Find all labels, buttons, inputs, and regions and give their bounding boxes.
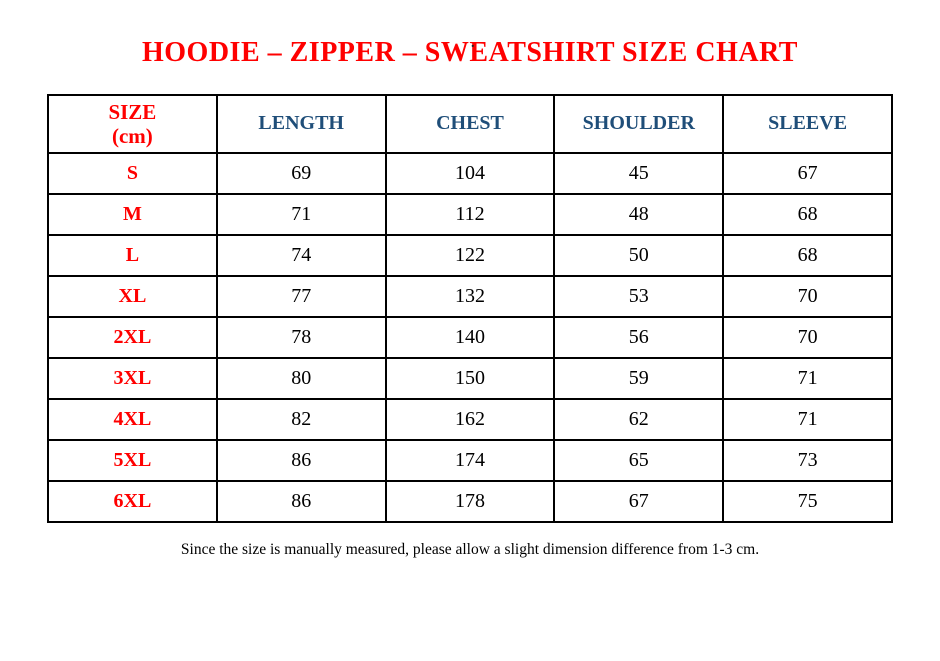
length-value: 86 [215, 479, 387, 523]
sleeve-column-header: SLEEVE [722, 93, 893, 154]
stray-dot-mark: . [471, 36, 475, 51]
sleeve-value: 68 [722, 192, 893, 236]
size-chart-header: SIZE (cm) LENGTH CHEST SHOULDER SLEEVE [47, 93, 893, 154]
table-row-6xl: 6XL 86 178 67 75 [47, 479, 893, 523]
size-column-header-line2: (cm) [111, 123, 153, 148]
chest-value: 112 [384, 192, 556, 236]
sleeve-value: 70 [722, 315, 893, 359]
shoulder-value: 48 [553, 192, 725, 236]
length-value: 71 [215, 192, 387, 236]
header-row: SIZE (cm) LENGTH CHEST SHOULDER SLEEVE [47, 93, 893, 154]
table-row-5xl: 5XL 86 174 65 73 [47, 438, 893, 482]
chest-value: 150 [384, 356, 556, 400]
chest-value: 132 [384, 274, 556, 318]
measurement-disclaimer: Since the size is manually measured, ple… [180, 540, 760, 558]
size-label: 4XL [47, 397, 218, 441]
size-label: 2XL [47, 315, 218, 359]
length-value: 69 [215, 151, 387, 195]
chest-value: 140 [384, 315, 556, 359]
size-label: S [47, 151, 218, 195]
table-row-3xl: 3XL 80 150 59 71 [47, 356, 893, 400]
shoulder-value: 56 [553, 315, 725, 359]
shoulder-value: 59 [553, 356, 725, 400]
size-chart-body: S 69 104 45 67 M 71 112 48 68 L 74 122 5… [47, 151, 893, 523]
table-row-xl: XL 77 132 53 70 [47, 274, 893, 318]
table-row-s: S 69 104 45 67 [47, 151, 893, 195]
size-chart-table: SIZE (cm) LENGTH CHEST SHOULDER SLEEVE S… [47, 93, 893, 523]
page-title: HOODIE – ZIPPER – SWEATSHIRT SIZE CHART [142, 37, 798, 68]
chest-value: 104 [384, 151, 556, 195]
shoulder-value: 67 [553, 479, 725, 523]
chest-value: 162 [384, 397, 556, 441]
sleeve-value: 73 [722, 438, 893, 482]
table-row-m: M 71 112 48 68 [47, 192, 893, 236]
length-value: 86 [215, 438, 387, 482]
shoulder-value: 45 [553, 151, 725, 195]
length-value: 82 [215, 397, 387, 441]
table-row-2xl: 2XL 78 140 56 70 [47, 315, 893, 359]
size-label: 5XL [47, 438, 218, 482]
table-row-l: L 74 122 50 68 [47, 233, 893, 277]
chest-column-header: CHEST [384, 93, 556, 154]
sleeve-value: 67 [722, 151, 893, 195]
shoulder-column-header: SHOULDER [553, 93, 725, 154]
sleeve-value: 68 [722, 233, 893, 277]
chest-value: 174 [384, 438, 556, 482]
sleeve-value: 71 [722, 397, 893, 441]
size-label: XL [47, 274, 218, 318]
size-label: 6XL [47, 479, 218, 523]
length-value: 80 [215, 356, 387, 400]
sleeve-value: 71 [722, 356, 893, 400]
length-value: 74 [215, 233, 387, 277]
size-label: M [47, 192, 218, 236]
length-value: 77 [215, 274, 387, 318]
size-column-header-line1: SIZE [108, 99, 157, 124]
shoulder-value: 50 [553, 233, 725, 277]
length-value: 78 [215, 315, 387, 359]
size-label: 3XL [47, 356, 218, 400]
size-label: L [47, 233, 218, 277]
length-column-header: LENGTH [215, 93, 387, 154]
chest-value: 122 [384, 233, 556, 277]
size-column-header: SIZE (cm) [47, 93, 218, 154]
shoulder-value: 62 [553, 397, 725, 441]
table-row-4xl: 4XL 82 162 62 71 [47, 397, 893, 441]
shoulder-value: 53 [553, 274, 725, 318]
sleeve-value: 75 [722, 479, 893, 523]
shoulder-value: 65 [553, 438, 725, 482]
chest-value: 178 [384, 479, 556, 523]
sleeve-value: 70 [722, 274, 893, 318]
